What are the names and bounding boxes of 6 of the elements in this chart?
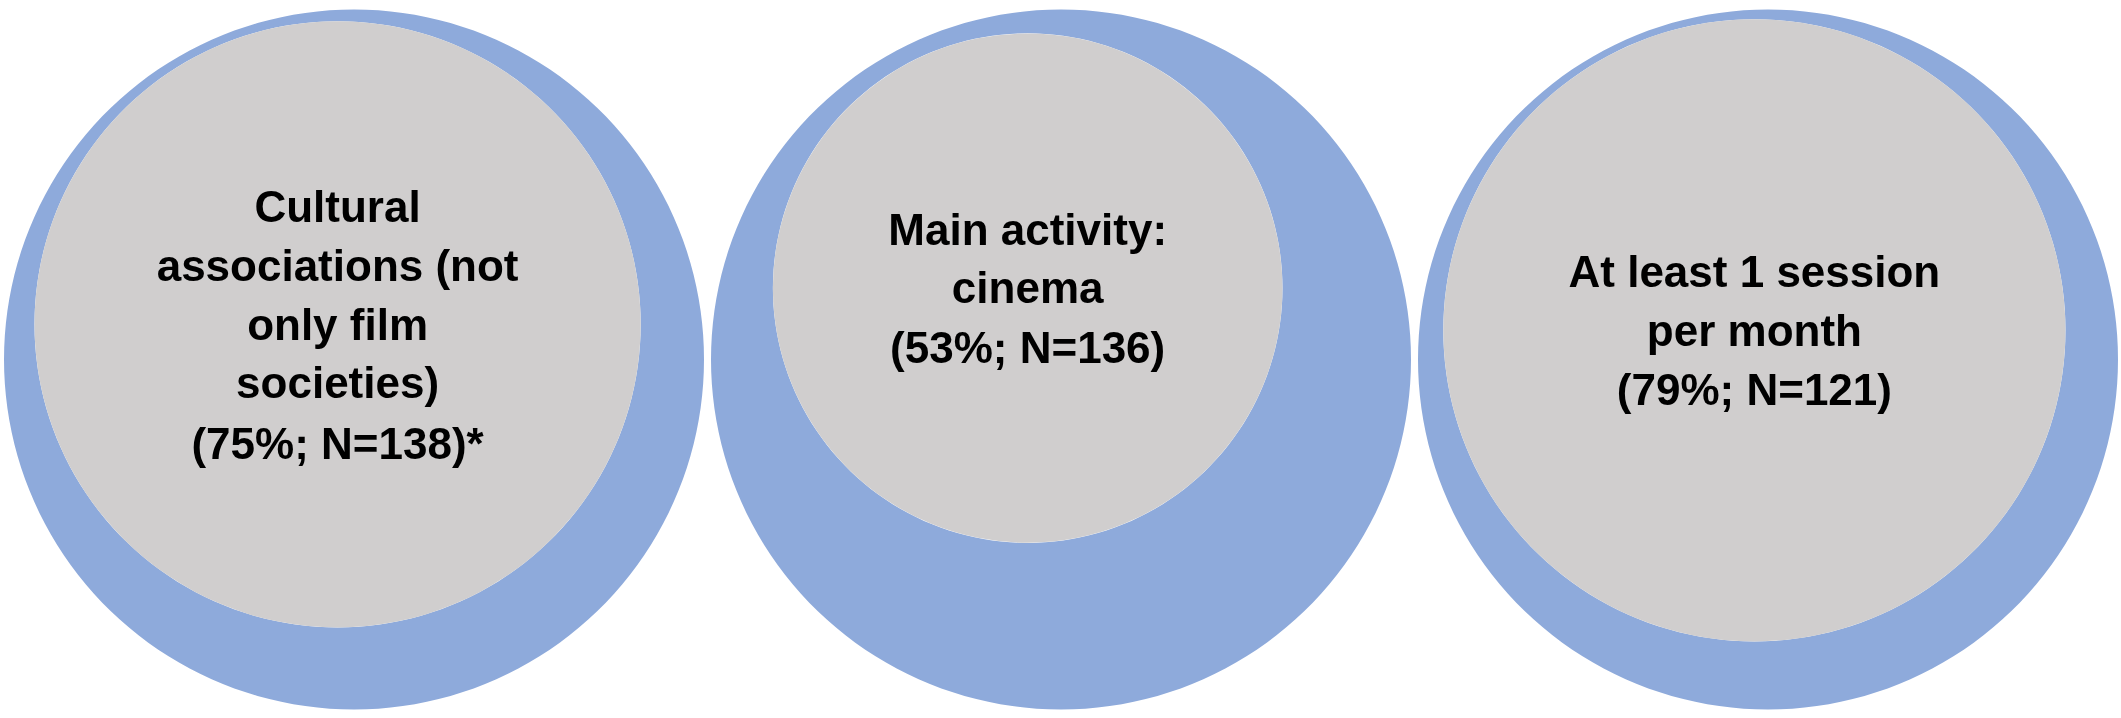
category-label: At least 1 session per month: [1568, 246, 1941, 355]
category-label: Main activity: cinema: [888, 204, 1168, 313]
data-label: (75%; N=138)*: [191, 418, 485, 468]
category-label: Cultural associations (not only film societies): [156, 181, 519, 408]
data-label: (53%; N=136): [890, 323, 1166, 372]
data-label: (79%; N=121): [1616, 365, 1892, 415]
